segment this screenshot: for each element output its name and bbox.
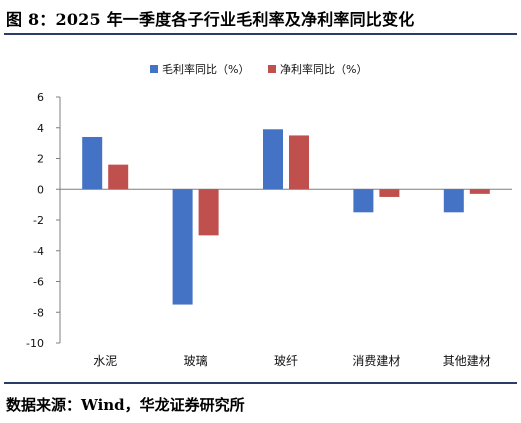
- figure-title: 图 8：2025 年一季度各子行业毛利率及净利率同比变化: [6, 10, 415, 29]
- y-tick-label: -6: [33, 276, 44, 289]
- y-tick-label: -2: [33, 214, 44, 227]
- bar-gross-margin: [172, 189, 193, 305]
- y-tick-label: 4: [37, 122, 44, 135]
- bar-gross-margin: [443, 189, 464, 213]
- source-rule: [4, 382, 517, 384]
- bar-gross-margin: [82, 136, 103, 190]
- bar-net-margin: [108, 164, 129, 190]
- bar-gross-margin: [353, 189, 374, 213]
- bar-net-margin: [289, 135, 309, 190]
- bar-net-margin: [379, 189, 400, 197]
- x-category-label: 玻纤: [274, 354, 298, 368]
- legend-swatch: [150, 65, 158, 73]
- legend-label: 净利率同比（%）: [280, 62, 367, 76]
- x-category-label: 玻璃: [184, 354, 208, 368]
- x-category-label: 水泥: [93, 354, 117, 368]
- y-tick-label: -4: [33, 245, 44, 258]
- y-tick-label: 6: [37, 91, 44, 104]
- source-note: 数据来源：Wind，华龙证券研究所: [6, 396, 245, 414]
- y-tick-label: -8: [33, 306, 44, 319]
- y-tick-label: 0: [37, 183, 44, 196]
- legend-label: 毛利率同比（%）: [162, 62, 249, 76]
- bar-chart: 毛利率同比（%） 净利率同比（%） 6 4 2 0 -2 -4 -6 -8 -10 水泥 玻璃 玻纤 消费建…: [26, 62, 512, 368]
- x-category-label: 消费建材: [352, 354, 400, 368]
- bar-net-margin: [469, 189, 490, 194]
- x-category-label: 其他建材: [443, 354, 491, 368]
- y-tick-label: -10: [26, 337, 44, 350]
- title-rule: [4, 33, 517, 35]
- legend-swatch: [268, 65, 276, 73]
- bar-gross-margin: [263, 129, 283, 190]
- bar-net-margin: [198, 189, 219, 236]
- y-tick-label: 2: [37, 153, 44, 166]
